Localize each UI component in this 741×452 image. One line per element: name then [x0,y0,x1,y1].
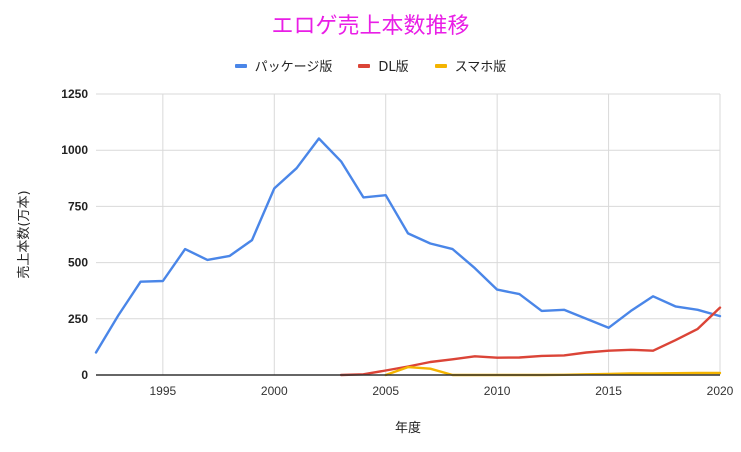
legend-swatch [358,63,371,68]
legend: パッケージ版 DL版 スマホ版 [0,56,741,75]
y-tick-label: 0 [81,368,88,382]
y-tick-label: 1250 [61,87,88,101]
legend-swatch [234,63,247,68]
y-tick-label: 500 [68,256,88,270]
y-tick-label: 750 [68,199,88,213]
x-axis-title: 年度 [395,420,421,436]
x-tick-label: 2015 [595,384,622,398]
legend-item-3: スマホ版 [434,56,507,75]
y-tick-label: 1000 [61,143,88,157]
series-line-1 [94,137,722,354]
legend-item-2: DL版 [358,56,409,75]
legend-label: パッケージ版 [254,60,333,75]
y-axis-title: 売上本数(万本) [16,190,32,278]
legend-label: スマホ版 [454,60,507,75]
x-tick-label: 2020 [707,384,734,398]
legend-label: DL版 [378,60,409,75]
x-tick-label: 2010 [484,384,511,398]
legend-item-1: パッケージ版 [234,56,333,75]
series-line-3 [384,365,722,377]
x-tick-label: 2005 [372,384,399,398]
x-tick-label: 1995 [150,384,177,398]
y-tick-label: 250 [68,312,88,326]
chart-title: エロゲ売上本数推移 [271,14,470,39]
series-line-2 [339,306,722,377]
x-tick-label: 2000 [261,384,288,398]
legend-swatch [434,63,447,68]
